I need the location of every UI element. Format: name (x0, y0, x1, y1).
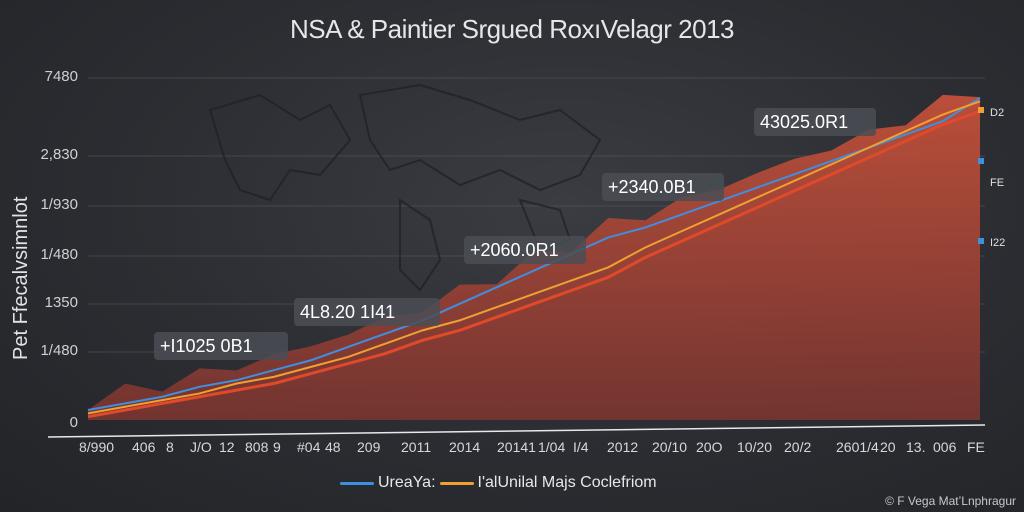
x-tick-label: 13. (906, 439, 925, 455)
callout-text: 43025.0R1 (760, 112, 848, 132)
y-tick-label: 2,830 (40, 146, 78, 163)
right-labels: D2 FE I22 (978, 107, 1005, 249)
callout-box (154, 332, 288, 360)
y-tick-label: 0 (69, 414, 78, 431)
series-line (87, 109, 981, 419)
y-tick-label: 1350 (44, 294, 78, 311)
callout-label: 43025.0R1 (754, 108, 876, 136)
callout-label: +2060.0R1 (464, 236, 586, 264)
right-label: I22 (990, 237, 1005, 249)
x-tick-label: 406 (132, 439, 156, 455)
callout-text: +2340.0B1 (608, 177, 696, 197)
y-tick-label: 1/480 (40, 342, 78, 359)
right-label: FE (990, 177, 1004, 189)
x-tick-label: 006 (933, 439, 957, 455)
x-tick-label: 12 (219, 439, 235, 455)
x-tick-label: 20O (696, 439, 723, 455)
callout-label: 4L8.20 1I41 (294, 298, 440, 326)
x-tick-label: 808 (245, 439, 269, 455)
series-line (87, 97, 981, 412)
x-tick-label: 20141 (497, 439, 536, 455)
watermark: © F Vega MatʼLnphragur (885, 494, 1016, 508)
legend-label: I'alUnilal Majs Coclefriom (477, 474, 657, 491)
x-tick-label: 8 (166, 439, 174, 455)
callout-text: 4L8.20 1I41 (300, 302, 395, 322)
x-tick-label: 2012 (607, 439, 638, 455)
x-tick-label: 8/990 (79, 439, 114, 455)
legend-swatch-orange (439, 481, 474, 485)
legend: UreaYa: I'alUnilal Majs Coclefriom (340, 472, 657, 494)
x-tick-label: 209 (357, 439, 381, 455)
callout-text: +2060.0R1 (470, 240, 559, 260)
chart-title: NSA & Paintier Srgued RoxıVelagr 2013 (289, 14, 735, 44)
right-label: D2 (990, 107, 1004, 119)
x-tick-label: 20/10 (652, 439, 687, 455)
callout-label: +2340.0B1 (602, 173, 724, 201)
x-tick-label: I/4 (573, 439, 589, 455)
callout-box (464, 236, 586, 264)
y-tick-label: 1/480 (40, 246, 78, 263)
x-tick-label: 48 (325, 439, 341, 455)
legend-label: UreaYa: (378, 474, 436, 491)
world-map-shape (208, 83, 602, 292)
x-tick-label: 20 (880, 439, 896, 455)
x-tick-label: J/O (190, 439, 212, 455)
callout-box (754, 108, 876, 136)
x-tick-label: #04 (297, 439, 321, 455)
y-tick-label: 7480 (44, 68, 78, 85)
x-tick-label: 2014 (449, 439, 480, 455)
legend-swatch-blue (340, 481, 374, 485)
x-tick-label: 20/2 (784, 439, 811, 455)
x-tick-label: 9 (273, 439, 281, 455)
x-tick-label: 1/04 (538, 439, 565, 455)
callout-label: +I1025 0B1 (154, 332, 288, 360)
callout-text: +I1025 0B1 (160, 336, 253, 356)
x-tick-label: FE (967, 439, 985, 455)
series-line (87, 100, 981, 415)
callout-box (294, 298, 440, 326)
x-tick-label: 2011 (401, 439, 431, 455)
callout-box (602, 173, 724, 201)
x-tick-label: 2601/4 (836, 439, 879, 455)
x-tick-label: 10/20 (737, 439, 772, 455)
y-tick-label: 1/930 (40, 196, 78, 213)
x-axis-line (47, 424, 986, 438)
